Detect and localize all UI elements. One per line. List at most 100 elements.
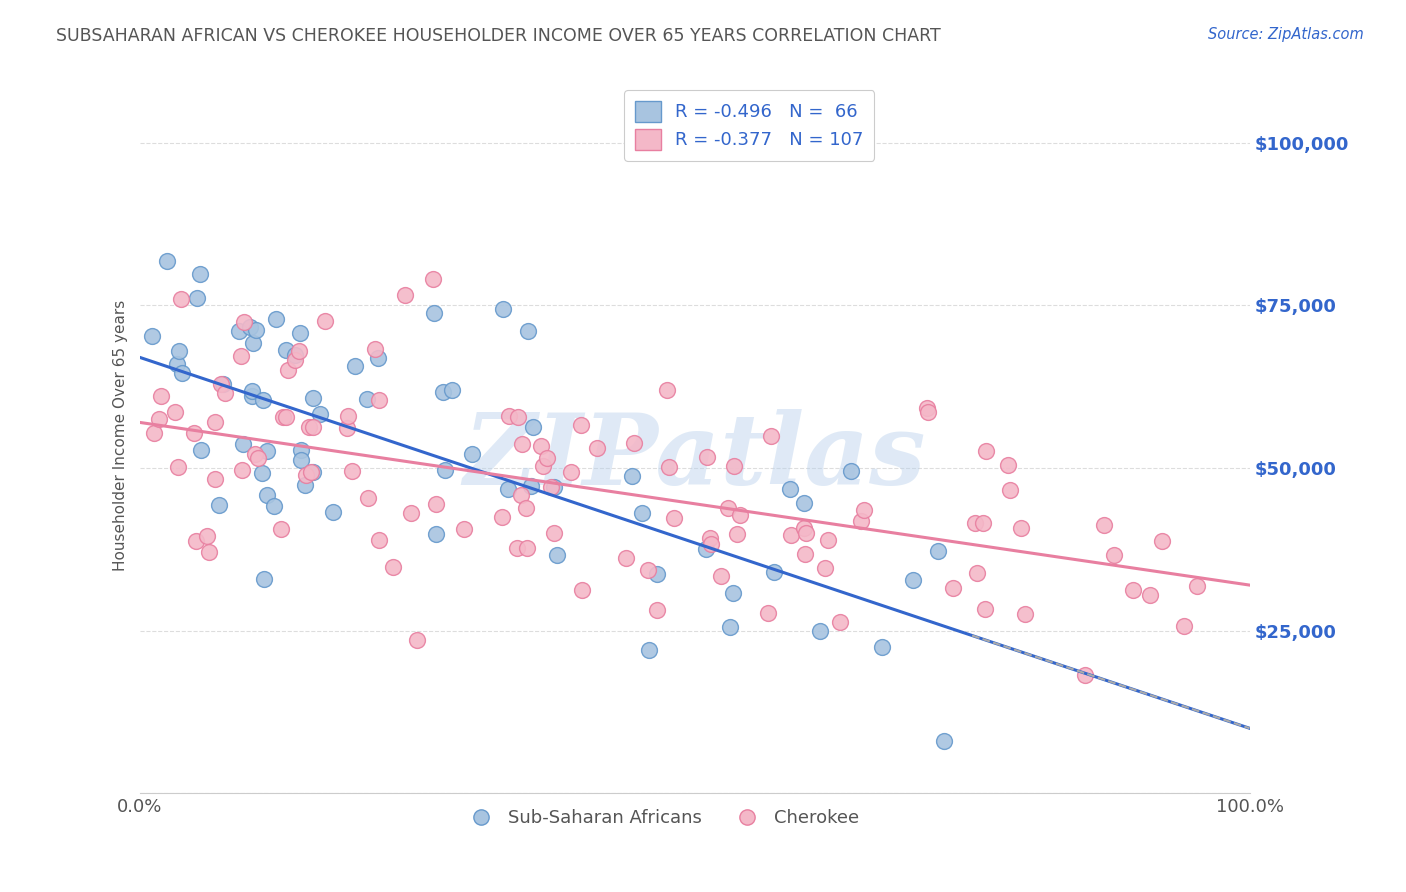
Point [170,292,193,306]
Point [998,483,1021,497]
Point [302,391,325,405]
Point [491,510,513,524]
Point [794,526,817,541]
Point [367,392,389,407]
Point [723,458,745,473]
Point [314,314,336,328]
Point [543,526,565,541]
Point [156,254,179,268]
Point [228,324,250,338]
Point [298,420,321,434]
Point [520,479,543,493]
Point [425,527,447,541]
Point [357,491,380,506]
Point [699,537,721,551]
Point [903,573,925,587]
Point [695,542,717,557]
Point [966,566,988,580]
Point [512,437,534,451]
Point [870,640,893,654]
Point [167,344,190,359]
Point [184,533,207,548]
Point [540,480,562,494]
Point [301,419,323,434]
Y-axis label: Householder Income Over 65 years: Householder Income Over 65 years [114,300,128,571]
Point [208,498,231,512]
Point [422,271,444,285]
Point [586,442,609,456]
Point [299,465,322,479]
Point [364,342,387,356]
Point [453,522,475,536]
Point [190,442,212,457]
Point [793,521,815,535]
Point [637,642,659,657]
Point [212,376,235,391]
Point [780,527,803,541]
Point [965,516,987,531]
Point [250,466,273,480]
Point [344,359,367,373]
Point [817,533,839,547]
Point [441,384,464,398]
Point [662,511,685,525]
Point [163,405,186,419]
Point [399,506,422,520]
Point [1139,587,1161,601]
Point [167,459,190,474]
Text: Source: ZipAtlas.com: Source: ZipAtlas.com [1208,27,1364,42]
Point [1150,533,1173,548]
Point [536,451,558,466]
Point [779,482,801,496]
Point [699,531,721,545]
Point [336,420,359,434]
Point [1074,667,1097,681]
Point [505,541,527,555]
Point [517,324,540,338]
Point [141,328,163,343]
Point [510,488,533,502]
Point [256,443,278,458]
Point [240,389,263,403]
Point [256,488,278,502]
Point [204,473,226,487]
Point [849,514,872,528]
Point [342,464,364,478]
Point [522,419,544,434]
Point [934,734,956,748]
Point [432,385,454,400]
Point [972,516,994,531]
Point [696,450,718,464]
Point [794,547,817,561]
Point [294,477,316,491]
Point [186,291,208,305]
Point [546,548,568,562]
Point [188,267,211,281]
Point [266,312,288,326]
Point [166,358,188,372]
Point [233,315,256,329]
Point [204,415,226,429]
Point [239,320,262,334]
Point [240,384,263,398]
Point [302,465,325,479]
Point [543,480,565,494]
Point [252,393,274,408]
Point [830,615,852,630]
Point [274,410,297,425]
Point [336,409,359,424]
Point [322,505,344,519]
Point [242,335,264,350]
Point [941,582,963,596]
Point [1104,549,1126,563]
Point [974,444,997,458]
Point [496,483,519,497]
Point [460,446,482,460]
Point [209,376,232,391]
Point [727,527,749,541]
Point [270,522,292,536]
Point [243,447,266,461]
Point [637,563,659,577]
Point [1173,619,1195,633]
Point [290,443,312,458]
